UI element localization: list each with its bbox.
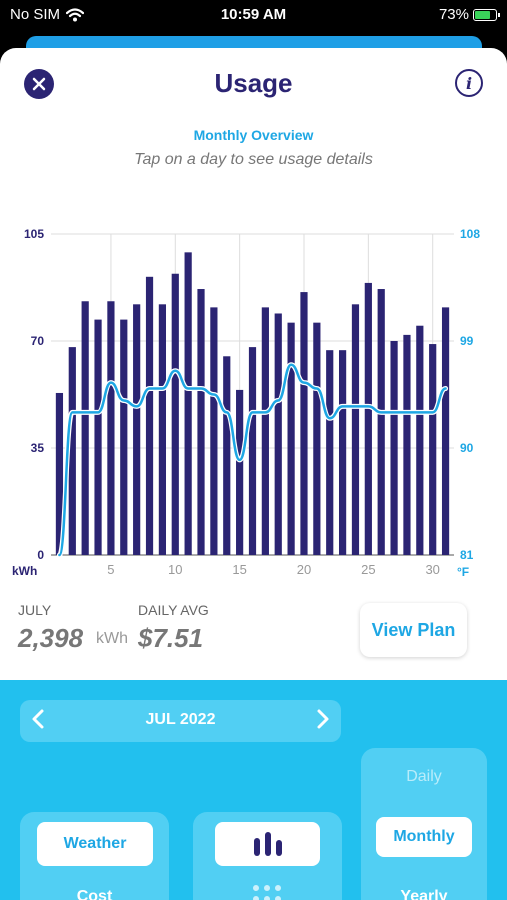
controls-panel: JUL 2022 Weather Cost (0, 680, 507, 900)
data-type-tile: Weather Cost (20, 812, 169, 900)
usage-bar (197, 289, 205, 555)
period-yearly[interactable]: Yearly (400, 888, 448, 900)
usage-bar (223, 356, 231, 555)
x-tick-label: 15 (232, 562, 246, 577)
weather-toggle[interactable]: Weather (37, 822, 153, 866)
chevron-left-icon (32, 709, 44, 729)
usage-bar (338, 350, 347, 555)
cost-toggle[interactable]: Cost (76, 888, 113, 900)
temperature-line (58, 363, 447, 557)
usage-bar (248, 347, 257, 555)
usage-bar (390, 341, 398, 555)
next-month-button[interactable] (315, 708, 331, 736)
usage-bar (300, 292, 308, 555)
y-left-tick-label: 70 (31, 334, 45, 348)
chart-style-tile (193, 812, 342, 900)
y-right-tick-label: 90 (460, 441, 474, 455)
period-monthly[interactable]: Monthly (376, 817, 472, 857)
usage-bar (441, 307, 450, 555)
y-left-tick-label: 35 (31, 441, 45, 455)
avg-label: DAILY AVG (138, 602, 209, 618)
x-tick-label: 25 (361, 562, 375, 577)
x-tick-label: 5 (107, 562, 114, 577)
y-right-tick-label: 99 (460, 334, 474, 348)
usage-bar (55, 392, 64, 555)
usage-bar (133, 304, 141, 555)
bar-view-button[interactable] (215, 822, 320, 866)
usage-bar (313, 322, 321, 555)
usage-bar (120, 319, 128, 555)
usage-bar (274, 313, 282, 555)
clock: 10:59 AM (220, 6, 287, 23)
x-tick-label: 10 (168, 562, 182, 577)
usage-bar (81, 301, 89, 555)
usage-bar (364, 282, 372, 555)
usage-bar (287, 322, 295, 555)
info-button[interactable]: i (455, 69, 483, 97)
bar-chart-icon (253, 832, 282, 856)
usage-bar (236, 389, 244, 555)
usage-bar (94, 319, 102, 555)
daily-avg-value: $7.51 (138, 623, 204, 653)
carrier-label: No SIM (10, 6, 61, 23)
usage-bar (107, 301, 115, 555)
grid-dots-icon (253, 885, 281, 900)
status-bar: No SIM 10:59 AM 73% (0, 0, 507, 30)
usage-bar (377, 289, 385, 555)
month-selector: JUL 2022 (20, 700, 341, 742)
tap-hint: Tap on a day to see usage details (134, 151, 373, 168)
prev-month-button[interactable] (30, 708, 46, 736)
usage-bar (158, 304, 167, 555)
y-left-tick-label: 105 (24, 227, 44, 241)
y-left-unit-label: kWh (12, 564, 37, 578)
chevron-right-icon (317, 709, 329, 729)
usage-bar (184, 252, 192, 555)
x-tick-label: 20 (297, 562, 311, 577)
carrier-group: No SIM (10, 6, 85, 23)
month-label: JULY (18, 602, 52, 618)
usage-sheet: Usage i Monthly Overview Tap on a day to… (0, 48, 507, 900)
usage-bar (351, 304, 360, 555)
usage-bar (261, 307, 269, 555)
wifi-icon (66, 7, 85, 21)
usage-chart[interactable]: 0 35 70 105 81 90 99 108 5 10 15 20 25 30 kWh °F (0, 208, 507, 583)
y-right-tick-label: 108 (460, 227, 480, 241)
view-plan-button[interactable]: View Plan (360, 603, 467, 657)
month-selector-label: JUL 2022 (145, 711, 216, 728)
usage-bar (171, 273, 179, 555)
period-daily[interactable]: Daily (406, 768, 442, 785)
close-icon (32, 77, 46, 91)
info-icon: i (465, 73, 473, 93)
close-button[interactable] (24, 69, 54, 99)
y-right-unit-label: °F (457, 565, 469, 579)
page-title: Usage (214, 68, 293, 98)
x-tick-label: 30 (425, 562, 439, 577)
usage-bar (403, 334, 411, 555)
overview-label: Monthly Overview (193, 127, 314, 143)
month-total: 2,398 (18, 623, 84, 653)
calendar-view-button[interactable] (251, 884, 283, 900)
battery-icon (473, 8, 500, 21)
y-right-tick-label: 81 (460, 548, 474, 562)
period-tile: Daily Monthly Yearly (361, 748, 487, 900)
y-left-tick-label: 0 (37, 548, 44, 562)
usage-bar (429, 344, 437, 555)
month-unit: kWh (96, 630, 128, 647)
usage-bar (145, 276, 154, 555)
battery-percent: 73% (438, 6, 469, 23)
usage-bar (68, 347, 76, 555)
usage-bar (210, 307, 218, 555)
battery-group: 73% (438, 6, 500, 23)
usage-bar (416, 325, 424, 555)
usage-bar (326, 350, 334, 555)
